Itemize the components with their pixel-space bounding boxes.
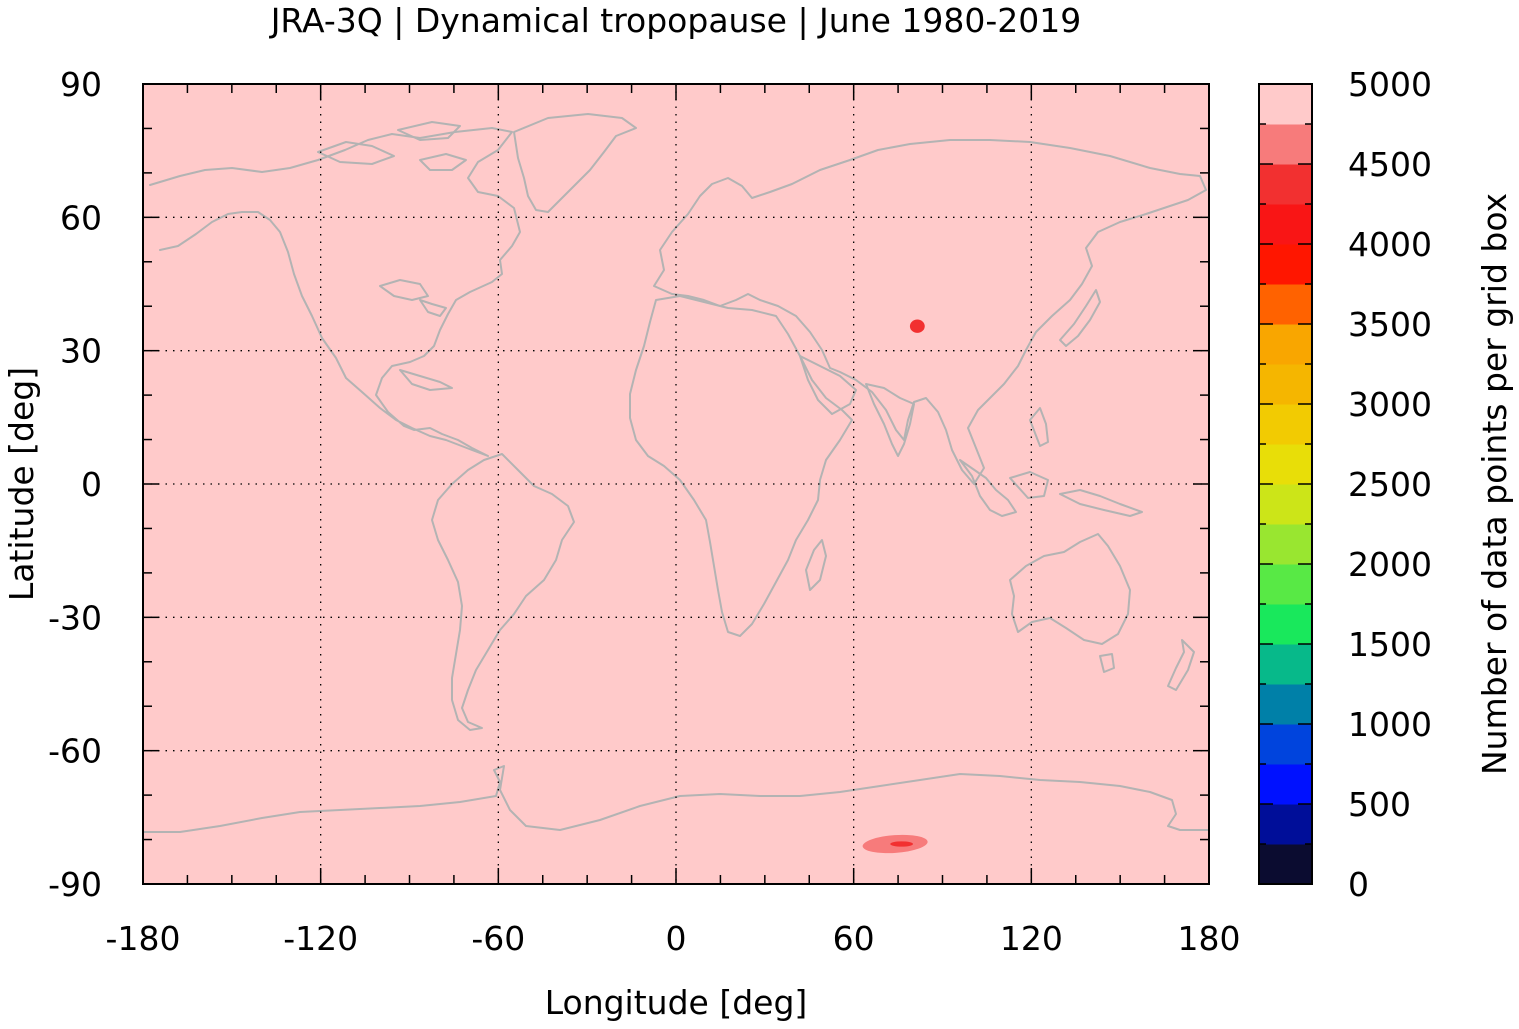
colorbar-bin: [1259, 324, 1312, 365]
x-tick-label: 0: [666, 919, 687, 958]
x-tick-label: 180: [1178, 919, 1241, 958]
colorbar-tick-label: 500: [1348, 785, 1411, 824]
colorbar-bin: [1259, 804, 1312, 845]
y-tick-labels: 90 60 30 0 -30 -60 -90: [48, 65, 102, 904]
colorbar-bin: [1259, 684, 1312, 725]
colorbar-bin: [1259, 84, 1312, 125]
colorbar-tick-label: 2000: [1348, 545, 1432, 584]
y-axis-label: Latitude [deg]: [2, 367, 41, 601]
y-tick-label: 90: [60, 65, 102, 104]
colorbar-bin: [1259, 284, 1312, 325]
colorbar-bin: [1259, 204, 1312, 245]
colorbar-tick-labels: 0 500 1000 1500 2000 2500 3000 3500 4000 4500 5000: [1348, 65, 1432, 904]
x-tick-label: -180: [106, 919, 181, 958]
anomaly-1: [909, 319, 925, 333]
y-tick-label: 60: [60, 198, 102, 237]
colorbar-tick-label: 4000: [1348, 225, 1432, 264]
colorbar-bin: [1259, 644, 1312, 685]
colorbar-tick-label: 1000: [1348, 705, 1432, 744]
colorbar-bin: [1259, 564, 1312, 605]
colorbar-tick-label: 1500: [1348, 625, 1432, 664]
colorbar-bin: [1259, 764, 1312, 805]
x-tick-label: -60: [471, 919, 525, 958]
colorbar-tick-label: 2500: [1348, 465, 1432, 504]
colorbar-bin: [1259, 484, 1312, 525]
x-axis-label: Longitude [deg]: [545, 983, 808, 1022]
colorbar-tick-label: 4500: [1348, 145, 1432, 184]
plot-frame: [142, 83, 1210, 885]
chart-title: JRA-3Q | Dynamical tropopause | June 198…: [269, 1, 1082, 40]
x-tick-label: -120: [283, 919, 358, 958]
colorbar-bin: [1259, 244, 1312, 285]
coastlines: [143, 113, 1209, 833]
colorbar-bin: [1259, 604, 1312, 645]
y-tick-label: -60: [48, 732, 102, 771]
colorbar-tick-label: 5000: [1348, 65, 1432, 104]
colorbar: [1259, 83, 1312, 885]
colorbar-bin: [1259, 524, 1312, 565]
x-tick-label: 120: [1000, 919, 1063, 958]
colorbar-tick-label: 3000: [1348, 385, 1432, 424]
x-tick-label: 60: [833, 919, 875, 958]
y-tick-label: -30: [48, 598, 102, 637]
colorbar-bin: [1259, 164, 1312, 205]
colorbar-bin: [1259, 124, 1312, 165]
y-tick-label: 0: [81, 465, 102, 504]
colorbar-bin: [1259, 724, 1312, 765]
y-tick-label: -90: [48, 865, 102, 904]
anomaly-2-core: [890, 841, 914, 847]
anomaly-patches: [862, 319, 928, 854]
colorbar-frame: [1258, 83, 1313, 885]
colorbar-bin: [1259, 364, 1312, 405]
colorbar-bin: [1259, 844, 1312, 885]
grid-lines: [143, 84, 1209, 884]
colorbar-label: Number of data points per grid box: [1475, 193, 1514, 775]
y-tick-label: 30: [60, 332, 102, 371]
x-tick-labels: -180 -120 -60 0 60 120 180: [106, 919, 1241, 958]
colorbar-tick-label: 3500: [1348, 305, 1432, 344]
colorbar-bin: [1259, 404, 1312, 445]
colorbar-bin: [1259, 444, 1312, 485]
colorbar-tick-label: 0: [1348, 865, 1369, 904]
